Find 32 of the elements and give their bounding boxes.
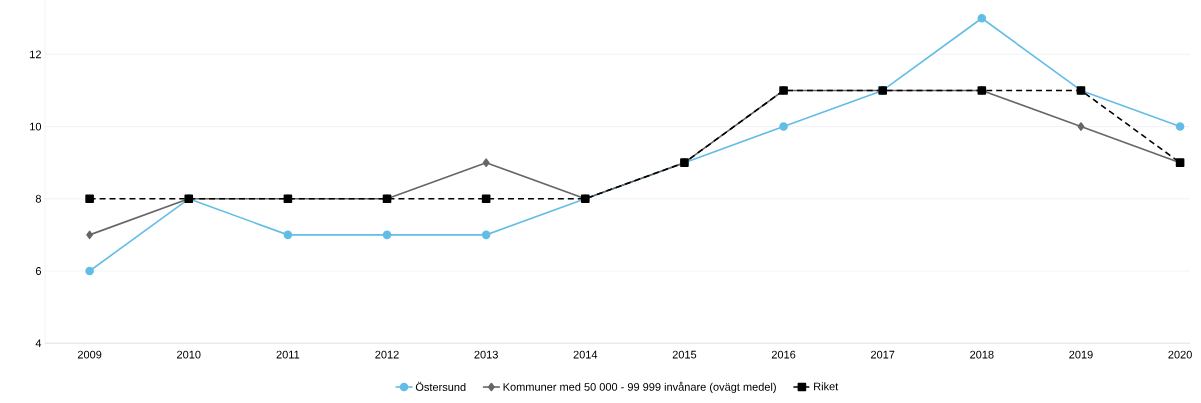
x-tick-label: 2011 [276, 350, 300, 359]
y-tick-label: 6 [35, 266, 42, 275]
point [779, 122, 788, 131]
y-tick-label: 8 [35, 194, 42, 203]
point [382, 230, 392, 240]
point [1077, 122, 1085, 131]
y-tick-label: 12 [30, 50, 41, 59]
x-tick-label: 2017 [871, 350, 895, 359]
x-tick-label: 2013 [474, 350, 498, 359]
point [481, 230, 491, 240]
x-tick-label: 2018 [970, 350, 994, 359]
legend-label: Östersund [415, 381, 466, 391]
legend-label: Kommuner med 50 000 - 99 999 invånare (ovägt medel) [503, 381, 776, 393]
point [482, 158, 490, 167]
x-tick-label: 2009 [77, 350, 102, 359]
point [85, 194, 94, 203]
point [283, 230, 293, 240]
point [86, 230, 94, 240]
x-tick-label: 2020 [1168, 350, 1192, 359]
legend-label: Riket [814, 382, 839, 391]
y-tick-label: 4 [35, 339, 42, 347]
y-tick-label: 10 [30, 122, 42, 131]
x-tick-label: 2010 [177, 350, 201, 359]
point [977, 13, 987, 23]
x-tick-label: 2019 [1069, 350, 1093, 359]
x-tick-label: 2015 [672, 350, 697, 359]
point [481, 194, 491, 203]
x-tick-label: 2012 [375, 350, 399, 359]
x-tick-label: 2016 [771, 350, 796, 359]
point [85, 266, 94, 276]
x-tick-label: 2014 [573, 350, 598, 359]
point [1175, 122, 1185, 131]
